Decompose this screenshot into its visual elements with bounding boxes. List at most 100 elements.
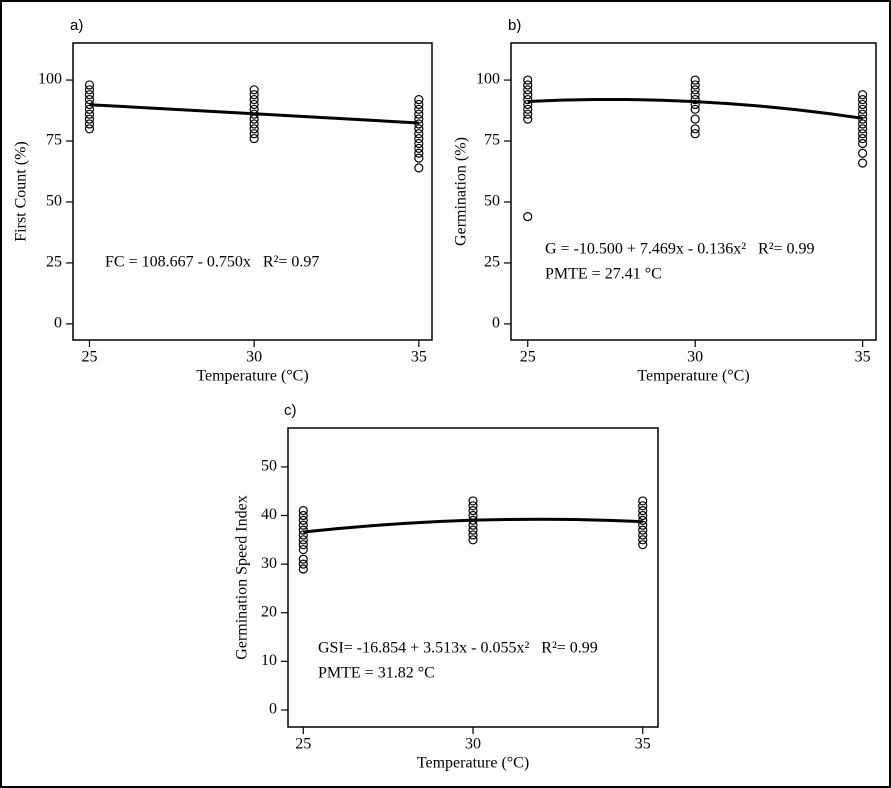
data-point bbox=[690, 75, 700, 85]
data-point bbox=[84, 124, 95, 134]
data-point bbox=[249, 124, 259, 134]
fit-line bbox=[89, 103, 419, 125]
data-point bbox=[690, 104, 700, 114]
data-point bbox=[414, 99, 424, 110]
data-point bbox=[638, 510, 648, 521]
data-point bbox=[468, 496, 478, 506]
y-tick-label: 0 bbox=[269, 701, 277, 718]
data-point bbox=[249, 94, 259, 105]
annotation: GSI= -16.854 + 3.513x - 0.055x² R²= 0.99 bbox=[318, 640, 598, 657]
data-point bbox=[638, 506, 648, 516]
data-point bbox=[690, 129, 700, 139]
data-point bbox=[249, 90, 259, 100]
x-axis-label: Temperature (°C) bbox=[196, 368, 308, 385]
y-tick-label: 50 bbox=[484, 193, 500, 210]
y-tick-label: 100 bbox=[476, 71, 500, 88]
annotation: PMTE = 27.41 °C bbox=[545, 266, 662, 283]
data-point bbox=[523, 94, 533, 105]
data-point bbox=[690, 124, 700, 134]
data-point bbox=[523, 75, 533, 85]
x-tick-label: 30 bbox=[465, 736, 481, 753]
data-point bbox=[690, 114, 700, 124]
data-point bbox=[84, 114, 95, 124]
data-point bbox=[858, 99, 868, 110]
data-point bbox=[298, 520, 308, 530]
data-point bbox=[249, 133, 259, 144]
data-point bbox=[298, 535, 308, 545]
data-point bbox=[414, 138, 424, 149]
y-tick-label: 75 bbox=[484, 132, 500, 149]
y-tick-label: 25 bbox=[46, 254, 62, 271]
data-point bbox=[414, 148, 424, 158]
panel-label: a) bbox=[70, 17, 83, 34]
data-point bbox=[858, 138, 868, 149]
data-point bbox=[84, 109, 95, 119]
data-point bbox=[523, 212, 533, 222]
data-point bbox=[84, 85, 95, 95]
plot-area bbox=[72, 42, 433, 341]
data-point bbox=[858, 104, 868, 114]
data-point bbox=[690, 85, 700, 95]
data-point bbox=[858, 133, 868, 144]
data-point bbox=[298, 559, 308, 569]
data-point bbox=[468, 525, 478, 535]
data-point bbox=[414, 114, 424, 124]
data-point bbox=[638, 525, 648, 535]
panel-label: b) bbox=[508, 17, 521, 34]
data-point bbox=[298, 564, 308, 574]
plot-area bbox=[287, 427, 659, 728]
data-point bbox=[858, 148, 868, 158]
data-point bbox=[858, 119, 868, 129]
y-tick-label: 50 bbox=[46, 193, 62, 210]
x-tick-label: 30 bbox=[687, 349, 703, 366]
data-point bbox=[414, 94, 424, 105]
data-point bbox=[414, 153, 424, 163]
data-point bbox=[523, 109, 533, 119]
annotation: G = -10.500 + 7.469x - 0.136x² R²= 0.99 bbox=[545, 241, 815, 258]
data-point bbox=[84, 80, 95, 90]
y-tick-label: 0 bbox=[54, 315, 62, 332]
annotation: FC = 108.667 - 0.750x R²= 0.97 bbox=[105, 254, 319, 271]
data-point bbox=[638, 535, 648, 545]
data-point bbox=[638, 496, 648, 506]
x-tick-label: 30 bbox=[246, 349, 262, 366]
data-point bbox=[414, 124, 424, 134]
data-point bbox=[298, 554, 308, 564]
x-axis-label: Temperature (°C) bbox=[637, 368, 749, 385]
data-point bbox=[298, 540, 308, 550]
panel-label: c) bbox=[284, 402, 297, 419]
x-tick-label: 25 bbox=[520, 349, 536, 366]
data-point bbox=[298, 544, 308, 555]
data-point bbox=[249, 119, 259, 129]
data-point bbox=[249, 129, 259, 139]
x-axis-label: Temperature (°C) bbox=[417, 755, 529, 772]
data-point bbox=[858, 94, 868, 105]
annotation: PMTE = 31.82 °C bbox=[318, 665, 435, 682]
fit-line bbox=[527, 98, 863, 120]
data-point bbox=[298, 515, 308, 525]
data-point bbox=[414, 129, 424, 139]
data-point bbox=[468, 506, 478, 516]
data-point bbox=[84, 90, 95, 100]
y-axis-label: First Count (%) bbox=[13, 141, 30, 241]
data-point bbox=[523, 114, 533, 124]
data-point bbox=[249, 99, 259, 110]
y-tick-label: 0 bbox=[492, 315, 500, 332]
data-point bbox=[523, 90, 533, 100]
data-point bbox=[858, 129, 868, 139]
data-point bbox=[414, 143, 424, 153]
data-point bbox=[249, 85, 259, 95]
y-axis-label: Germination Speed Index bbox=[234, 495, 251, 659]
data-point bbox=[690, 90, 700, 100]
data-point bbox=[84, 119, 95, 129]
x-tick-label: 35 bbox=[635, 736, 651, 753]
y-tick-label: 50 bbox=[261, 458, 277, 475]
data-point bbox=[858, 124, 868, 134]
x-tick-label: 35 bbox=[411, 349, 427, 366]
data-point bbox=[414, 163, 424, 173]
data-point bbox=[638, 501, 648, 511]
data-point bbox=[858, 90, 868, 100]
y-tick-label: 40 bbox=[261, 506, 277, 523]
data-point bbox=[523, 85, 533, 95]
data-point bbox=[414, 133, 424, 144]
